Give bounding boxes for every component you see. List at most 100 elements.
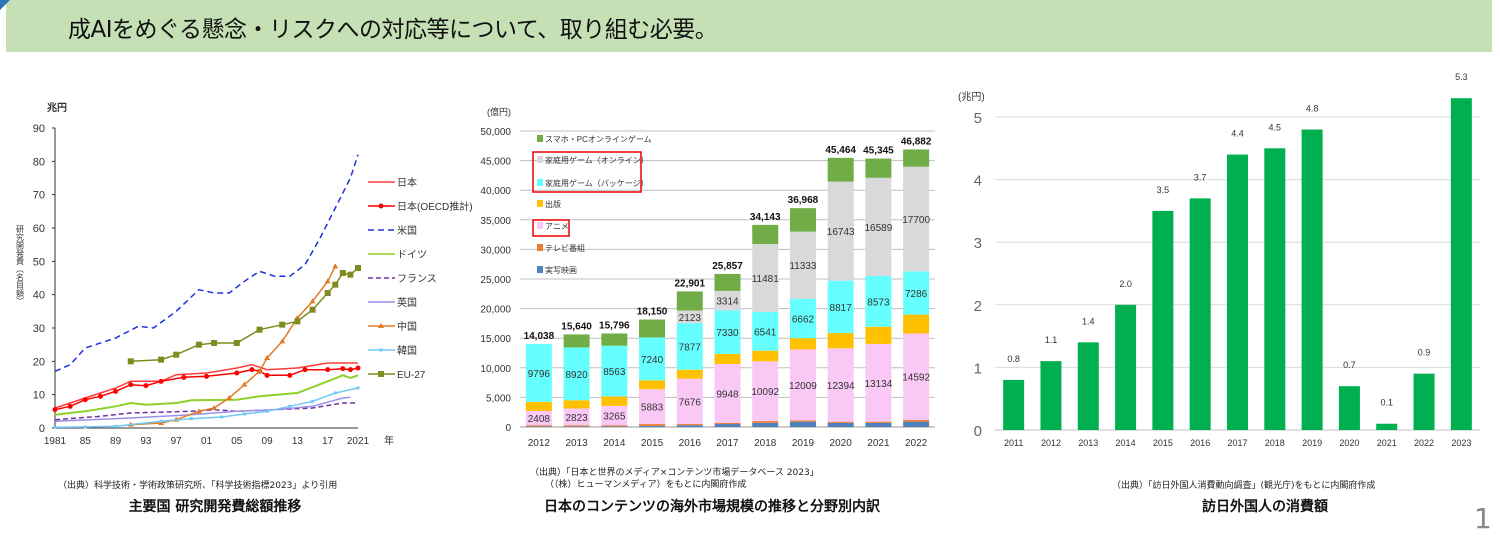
y-tick-label: 40,000 (480, 186, 511, 197)
bar-segment (525, 426, 552, 427)
bar-segment (827, 280, 854, 333)
total-label: 15,640 (561, 321, 592, 332)
bar-segment (563, 334, 590, 348)
x-tick-label: 2022 (1414, 438, 1434, 448)
x-tick-label: 2017 (1227, 438, 1247, 448)
bar (1115, 304, 1137, 430)
data-label: 4.8 (1306, 104, 1319, 114)
bar-segment (601, 345, 628, 397)
data-label: 0.1 (1380, 398, 1393, 408)
y-tick-label: 0 (39, 423, 45, 435)
total-label: 45,345 (863, 146, 894, 157)
data-point (211, 340, 218, 346)
bar-segment (789, 231, 816, 299)
legend-label: 日本 (397, 176, 417, 189)
data-point (173, 351, 180, 358)
data-point (143, 383, 149, 389)
bar-segment (639, 425, 666, 427)
data-label: 17700 (902, 215, 930, 226)
bar-segment (789, 208, 816, 232)
y-tick-label: 30 (33, 323, 45, 335)
x-tick-label: 2020 (830, 438, 853, 449)
data-label: 10092 (751, 387, 779, 398)
bar-segment (789, 349, 816, 421)
data-label: 3.5 (1157, 185, 1170, 195)
data-label: 8920 (565, 370, 588, 381)
legend-label: アニメ (545, 222, 569, 231)
unit-label: (兆円) (958, 91, 985, 103)
total-label: 34,143 (750, 212, 781, 223)
data-label: 7330 (716, 328, 739, 339)
y-tick-label: 80 (33, 156, 45, 168)
bar-segment (525, 343, 552, 402)
data-label: 11333 (789, 261, 817, 272)
bar-segment (827, 348, 854, 422)
bar-segment (714, 310, 741, 354)
legend-label: 日本(OECD推計) (397, 200, 473, 213)
bar-segment (525, 410, 552, 426)
data-point (340, 366, 346, 372)
data-point (211, 405, 218, 410)
data-point (82, 397, 88, 403)
bar-segment (714, 290, 741, 311)
x-tick-label: 2015 (1153, 438, 1173, 448)
bar-segment (865, 275, 892, 327)
bar-segment (827, 157, 854, 182)
x-tick-label: 2014 (1116, 438, 1136, 448)
unit-label: (億円) (487, 106, 511, 117)
x-tick-label: 09 (262, 436, 274, 447)
bar-segment (789, 338, 816, 350)
y-tick-label: 5 (974, 110, 982, 127)
data-point (226, 395, 233, 400)
data-point (355, 265, 361, 271)
x-axis-label: 年 (384, 434, 394, 447)
data-label: 5.3 (1455, 72, 1468, 82)
series-line-3 (54, 374, 359, 416)
data-label: 7877 (679, 342, 702, 353)
title-rd: 主要国 研究開発費総額推移 (128, 499, 302, 515)
legend-swatch (537, 222, 543, 229)
data-point (97, 393, 103, 399)
bar-segment (639, 380, 666, 390)
bar (1227, 154, 1248, 430)
legend-label: 韓国 (397, 345, 417, 357)
data-point (294, 318, 301, 325)
bar-segment (752, 311, 779, 351)
bar-segment (525, 401, 552, 411)
x-tick-label: 2018 (754, 438, 777, 449)
data-label: 1.1 (1045, 335, 1058, 345)
x-tick-label: 2016 (679, 438, 702, 449)
data-point (114, 424, 118, 428)
legend-swatch (537, 179, 543, 186)
bar-segment (903, 149, 930, 167)
data-point (233, 340, 240, 346)
bar-segment (676, 378, 703, 425)
data-point (325, 367, 331, 373)
data-label: 2823 (565, 413, 588, 424)
data-point (256, 368, 263, 374)
bar-segment (827, 332, 854, 349)
bar-segment (903, 271, 930, 315)
y-tick-label: 0 (974, 423, 982, 440)
data-label: 11481 (752, 274, 780, 285)
legend-marker (378, 371, 384, 377)
data-label: 0.7 (1343, 360, 1356, 370)
bar-segment (752, 361, 779, 422)
data-label: 4.5 (1269, 122, 1282, 132)
data-point (264, 355, 271, 360)
data-point (249, 367, 255, 373)
data-point (67, 403, 73, 409)
legend-label: 家庭用ゲーム（オンライン） (545, 155, 649, 165)
bar-segment (789, 420, 816, 422)
legend-marker (379, 348, 383, 352)
bar-segment (676, 425, 703, 427)
data-point (204, 373, 209, 379)
bar-segment (865, 421, 892, 423)
legend-swatch (537, 156, 543, 163)
bar-segment (865, 326, 892, 344)
data-point (159, 419, 163, 423)
data-point (195, 408, 202, 414)
data-point (264, 372, 270, 378)
data-point (113, 388, 119, 394)
data-label: 6662 (792, 314, 815, 325)
